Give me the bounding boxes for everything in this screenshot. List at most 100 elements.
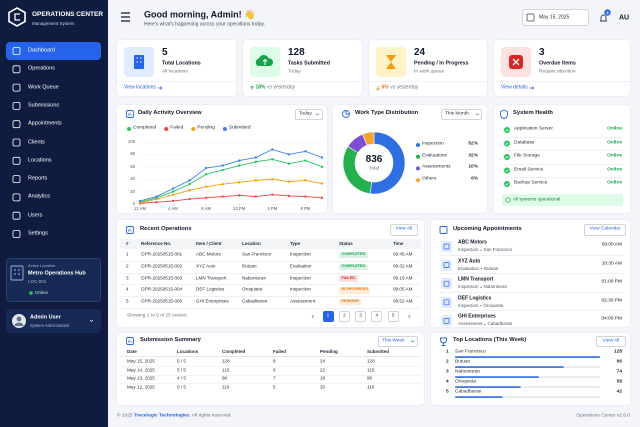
label[interactable]: This Week — [382, 338, 405, 344]
service-status: Online — [607, 167, 622, 173]
legend-label: Pending — [197, 125, 215, 131]
location-name: Nabunturan — [455, 369, 481, 375]
label[interactable]: Today — [299, 111, 312, 117]
nav-item[interactable]: Reports — [28, 175, 48, 182]
donut-total: 836 — [365, 154, 383, 165]
column-header: Submitted — [367, 348, 389, 354]
appointment-location: Cabadbaran — [487, 321, 513, 327]
table-cell: 5 / 5 — [177, 367, 186, 373]
table-cell: OPR-20250515-004 — [141, 287, 183, 293]
label: System Administrator — [30, 322, 70, 328]
table-cell: DEF Logistics — [196, 287, 225, 293]
legend-label: Inspection — [422, 141, 444, 147]
row-divider — [120, 272, 421, 273]
appointment-client: XYZ Auto — [458, 258, 481, 265]
legend-label: Failed — [170, 125, 184, 131]
table-cell: 1 — [126, 251, 129, 257]
x-tick-label: 12 PM — [233, 205, 246, 211]
page-number[interactable]: 4 — [375, 313, 379, 319]
stat-value: 128 — [288, 47, 305, 58]
table-cell: 09:32 AM — [393, 263, 413, 269]
location-name: Butuan — [455, 359, 471, 365]
nav-item[interactable]: Work Queue — [28, 83, 59, 90]
appointment-icon — [441, 259, 452, 271]
status-badge: PENDING — [341, 299, 359, 304]
nav-item[interactable]: Users — [28, 211, 43, 218]
nav-item[interactable]: Submissions — [28, 102, 60, 109]
distribution-card — [333, 105, 487, 213]
period-dropdown[interactable] — [378, 336, 418, 347]
page-button[interactable] — [322, 311, 334, 322]
status-badge-bg — [339, 298, 362, 306]
table-cell: OPR-20250515-002 — [141, 263, 183, 269]
service-name: Email Service — [514, 167, 544, 173]
appointment-client: LMN Transport — [458, 276, 494, 283]
company-link[interactable]: Trecelogic Technologies — [133, 413, 190, 419]
nav-item[interactable]: Appointments — [28, 120, 62, 127]
table-cell: Inspection — [290, 275, 311, 281]
page-button[interactable] — [338, 311, 350, 322]
location-value: 128 — [613, 349, 622, 355]
view-calendar-button[interactable] — [584, 224, 626, 236]
y-tick-label: 0 — [132, 200, 135, 206]
label[interactable]: View Calendar — [589, 226, 621, 232]
copyright: © 2025 — [117, 413, 133, 419]
label[interactable]: AU — [619, 14, 630, 21]
tagline: Management System — [32, 20, 75, 26]
stat-link[interactable]: View details — [501, 84, 528, 91]
page-number[interactable]: 5 — [391, 313, 395, 319]
appointment-time: 09:00 AM — [601, 242, 622, 248]
date-picker-button[interactable] — [522, 9, 589, 26]
period-dropdown[interactable] — [441, 109, 482, 120]
appointment-client: ABC Motors — [458, 239, 487, 246]
nav-item[interactable]: Operations — [28, 65, 55, 72]
stat-note: vs yesterday — [267, 84, 296, 91]
view-all-button[interactable] — [596, 336, 626, 347]
rank: 1 — [446, 349, 449, 355]
appointment-location: Oroquieta — [483, 302, 504, 308]
appointment-icon — [441, 278, 452, 290]
page-button[interactable] — [387, 311, 399, 322]
page-number[interactable]: 1 — [326, 313, 330, 319]
nav-item[interactable]: Analytics — [28, 193, 51, 200]
period-dropdown[interactable] — [295, 109, 323, 120]
label[interactable]: May 15, 2025 — [539, 14, 570, 20]
status-badge: IN PROGRESS — [341, 287, 368, 292]
table-cell: San Francisco — [242, 251, 272, 257]
location-value: 58 — [616, 379, 622, 385]
table-cell: 115 — [367, 367, 375, 373]
table-cell: 115 — [222, 367, 230, 373]
nav-item[interactable]: Settings — [28, 230, 48, 237]
table-cell: Cabadbaran — [242, 298, 268, 304]
page-button[interactable] — [355, 311, 367, 322]
table-cell: 110 — [222, 384, 230, 390]
nav-item[interactable]: Locations — [28, 157, 52, 164]
stat-value: 24 — [414, 47, 426, 58]
brand: OPERATIONS CENTER — [32, 10, 104, 18]
stat-link[interactable]: View locations — [124, 84, 156, 91]
label[interactable]: View All — [395, 226, 413, 232]
status-badge-bg — [339, 287, 371, 294]
view-all-button[interactable] — [390, 224, 418, 236]
divider — [502, 177, 623, 178]
page-button[interactable] — [371, 311, 383, 322]
row-divider — [120, 296, 421, 297]
x-tick-label: 4 PM — [267, 205, 278, 211]
appointment-type: Inspection — [458, 246, 479, 252]
label[interactable]: This Month — [445, 111, 469, 117]
page-number[interactable]: 2 — [342, 313, 346, 319]
row-divider — [120, 374, 421, 375]
chart-title: Work Type Distribution — [355, 110, 419, 117]
value-label: 32% — [468, 153, 478, 159]
page-number[interactable]: 3 — [359, 313, 362, 319]
nav-item[interactable]: Dashboard — [28, 47, 55, 54]
column-header: # — [126, 240, 129, 246]
column-header: Status — [339, 240, 353, 246]
column-header: Time — [393, 240, 404, 246]
nav-item[interactable]: Clients — [28, 138, 45, 145]
y-tick-label: 20 — [130, 188, 135, 194]
divider — [502, 163, 623, 164]
label[interactable]: View All — [602, 338, 620, 344]
user-card — [6, 309, 101, 333]
table-cell: 24 — [320, 358, 326, 364]
